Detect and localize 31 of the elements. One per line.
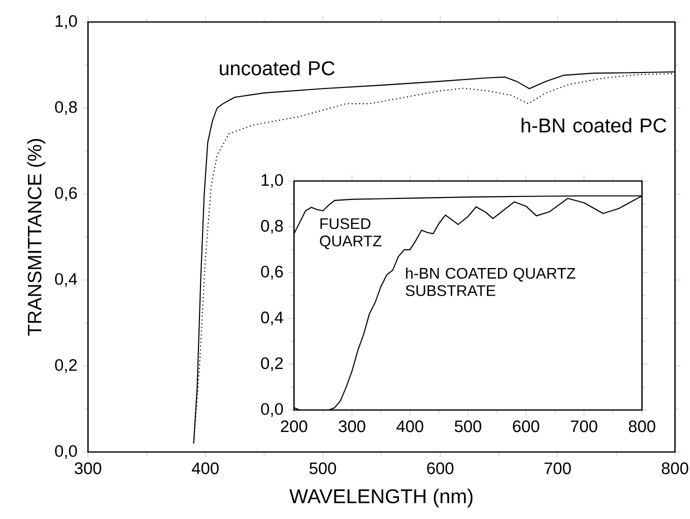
x-tick-label: 400 <box>396 420 424 432</box>
series-label: h-BN COATED QUARTZ SUBSTRATE <box>406 267 576 296</box>
x-tick-label: 600 <box>427 462 454 474</box>
y-tick-label: 0,2 <box>55 359 77 373</box>
y-tick-label: 0,0 <box>261 403 283 417</box>
series-label: uncoated PC <box>220 60 335 76</box>
y-tick-label: 0,8 <box>261 220 283 234</box>
y-tick-label: 1,0 <box>262 174 283 188</box>
y-tick-label: 0,6 <box>261 266 283 280</box>
y-tick-label: 0,4 <box>261 312 284 326</box>
x-tick-label: 600 <box>512 420 540 432</box>
x-tick-label: 800 <box>662 462 688 474</box>
y-tick-label: 0,0 <box>55 445 77 459</box>
series-label: FUSED QUARTZ <box>320 218 382 250</box>
x-tick-label: 700 <box>570 420 598 432</box>
x-axis-title: WAVELENGTH (nm) <box>289 488 472 508</box>
y-axis-title: TRANSMITTANCE (%) <box>27 139 46 336</box>
x-tick-label: 800 <box>628 420 656 432</box>
x-tick-label: 500 <box>454 420 482 432</box>
x-tick-label: 500 <box>310 462 336 474</box>
y-tick-label: 0,8 <box>55 101 77 115</box>
x-tick-label: 700 <box>544 462 571 474</box>
y-tick-label: 1,0 <box>56 15 77 29</box>
x-tick-label: 300 <box>74 462 102 474</box>
y-tick-label: 0,2 <box>261 357 283 372</box>
x-tick-label: 400 <box>192 462 219 474</box>
x-tick-label: 200 <box>280 420 308 432</box>
series-label: h-BN coated PC <box>522 118 666 133</box>
x-tick-label: 300 <box>338 420 366 432</box>
y-tick-label: 0,6 <box>55 187 77 201</box>
y-tick-label: 0,4 <box>55 273 78 287</box>
